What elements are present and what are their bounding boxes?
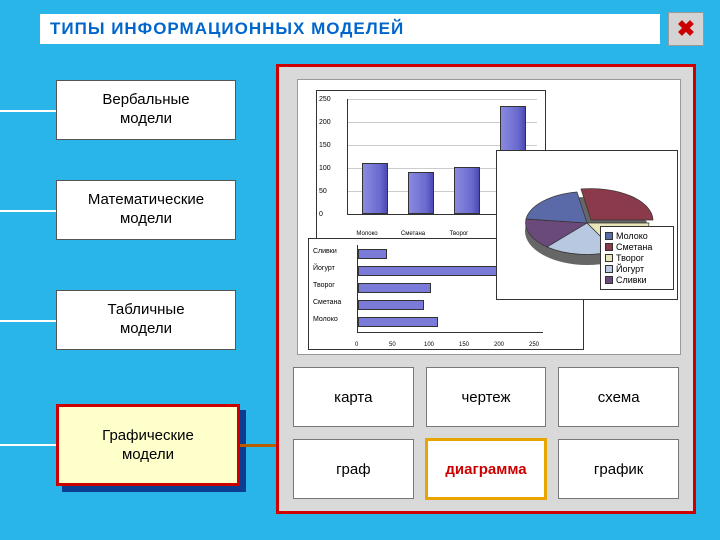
close-icon: ✖ xyxy=(677,16,695,42)
subtype-diagram-button[interactable]: диаграмма xyxy=(426,439,547,499)
x-tick: Сметана xyxy=(395,231,431,237)
legend-item: Творог xyxy=(605,253,669,263)
y-label: Творог xyxy=(313,282,335,289)
button-label: карта xyxy=(334,389,372,406)
model-type-graphic[interactable]: Графические модели xyxy=(56,404,240,486)
button-label: график xyxy=(594,461,643,478)
chart-stack: 0 50 100 150 200 250 Молоко Сметана Твор… xyxy=(297,79,681,355)
button-label: чертеж xyxy=(461,389,510,406)
x-tick: 200 xyxy=(494,342,504,348)
legend-label: Сливки xyxy=(616,275,647,285)
x-tick: Молоко xyxy=(349,231,385,237)
y-label: Сливки xyxy=(313,248,337,255)
y-tick: 100 xyxy=(319,165,331,172)
page-title: ТИПЫ ИНФОРМАЦИОННЫХ МОДЕЛЕЙ xyxy=(50,19,404,39)
connector-line xyxy=(0,320,56,322)
legend: Молоко Сметана Творог Йогурт Сливки xyxy=(600,226,674,290)
legend-item: Сметана xyxy=(605,242,669,252)
model-type-math[interactable]: Математические модели xyxy=(56,180,236,240)
slide-page: ТИПЫ ИНФОРМАЦИОННЫХ МОДЕЛЕЙ ✖ Вербальные… xyxy=(0,0,720,540)
subtype-scheme-button[interactable]: схема xyxy=(558,367,679,427)
x-tick: 250 xyxy=(529,342,539,348)
legend-item: Йогурт xyxy=(605,264,669,274)
x-tick: Творог xyxy=(441,231,477,237)
x-tick: 150 xyxy=(459,342,469,348)
y-tick: 250 xyxy=(319,96,331,103)
y-tick: 150 xyxy=(319,142,331,149)
model-label: Графические модели xyxy=(102,426,194,465)
connector-line xyxy=(0,210,56,212)
subtype-map-button[interactable]: карта xyxy=(293,367,414,427)
model-type-table[interactable]: Табличные модели xyxy=(56,290,236,350)
legend-label: Сметана xyxy=(616,242,652,252)
y-label: Молоко xyxy=(313,316,338,323)
y-tick: 50 xyxy=(319,188,327,195)
model-type-verbal[interactable]: Вербальные модели xyxy=(56,80,236,140)
model-label: Математические модели xyxy=(88,191,204,229)
subtype-plot-button[interactable]: график xyxy=(558,439,679,499)
subtype-graph-button[interactable]: граф xyxy=(293,439,414,499)
legend-label: Молоко xyxy=(616,231,648,241)
legend-item: Молоко xyxy=(605,231,669,241)
x-tick: 50 xyxy=(389,342,396,348)
legend-item: Сливки xyxy=(605,275,669,285)
legend-label: Йогурт xyxy=(616,264,644,274)
chart-panel: 0 50 100 150 200 250 Молоко Сметана Твор… xyxy=(276,64,696,514)
connector-line xyxy=(0,110,56,112)
y-tick: 0 xyxy=(319,211,323,218)
model-type-graphic-wrap: Графические модели xyxy=(56,404,240,486)
close-button[interactable]: ✖ xyxy=(668,12,704,46)
x-tick: 100 xyxy=(424,342,434,348)
subtype-drawing-button[interactable]: чертеж xyxy=(426,367,547,427)
connector-graphic xyxy=(240,444,276,447)
title-bar: ТИПЫ ИНФОРМАЦИОННЫХ МОДЕЛЕЙ xyxy=(40,14,660,44)
y-label: Сметана xyxy=(313,299,341,306)
button-label: граф xyxy=(336,461,371,478)
legend-label: Творог xyxy=(616,253,644,263)
model-label: Вербальные модели xyxy=(102,91,189,129)
y-label: Йогурт xyxy=(313,265,335,272)
connector-line xyxy=(0,444,56,446)
model-label: Табличные модели xyxy=(107,301,184,339)
subtype-grid: карта чертеж схема граф диаграмма график xyxy=(293,367,679,499)
x-tick: 0 xyxy=(355,342,358,348)
button-label: схема xyxy=(598,389,640,406)
button-label: диаграмма xyxy=(445,461,526,478)
y-tick: 200 xyxy=(319,119,331,126)
